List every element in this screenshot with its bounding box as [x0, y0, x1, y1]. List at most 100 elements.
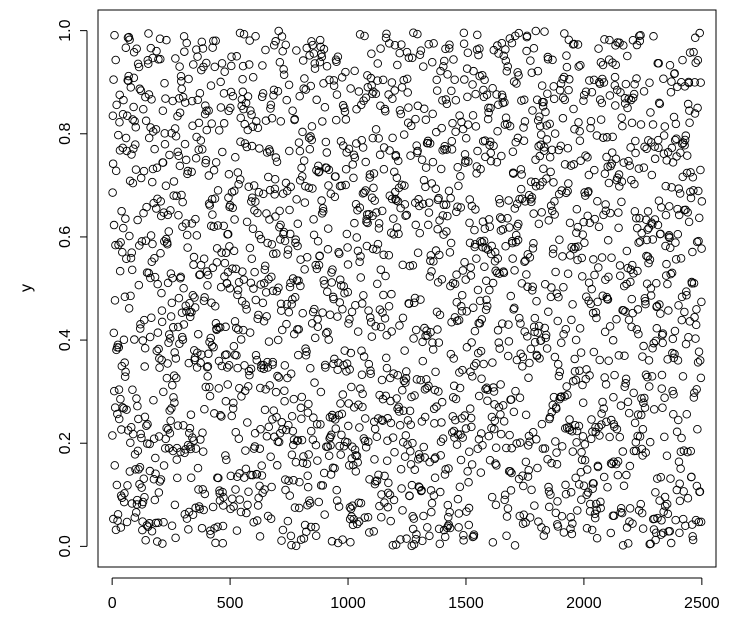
data-point — [185, 428, 194, 438]
data-point — [379, 143, 389, 152]
data-point — [682, 287, 691, 296]
data-point — [155, 34, 165, 44]
data-point — [489, 141, 498, 151]
data-point — [108, 188, 117, 197]
data-point — [526, 56, 535, 65]
data-point — [399, 376, 409, 386]
data-point — [368, 244, 378, 254]
data-point — [566, 513, 575, 522]
data-point — [488, 84, 497, 93]
data-point — [314, 260, 324, 270]
data-point — [604, 178, 614, 188]
data-point — [334, 502, 344, 511]
data-point — [375, 150, 385, 160]
data-point — [458, 433, 467, 442]
data-point — [178, 197, 187, 207]
data-point — [184, 74, 193, 84]
x-tick-label: 2000 — [566, 595, 602, 612]
data-point — [526, 344, 536, 354]
data-point — [659, 131, 669, 140]
data-point — [247, 141, 257, 151]
data-point — [564, 179, 573, 188]
data-point — [457, 414, 466, 423]
data-point — [632, 213, 641, 223]
data-point — [547, 145, 557, 155]
data-point — [351, 467, 361, 476]
data-point — [265, 185, 275, 195]
data-point — [438, 145, 447, 155]
data-point — [602, 133, 612, 142]
data-point — [285, 146, 294, 156]
data-point — [636, 410, 646, 420]
data-point — [480, 262, 489, 272]
data-point — [617, 508, 627, 518]
data-point — [199, 505, 208, 515]
data-point — [408, 438, 417, 448]
data-point — [155, 354, 164, 363]
data-point — [306, 132, 315, 141]
data-point — [419, 175, 429, 185]
data-point — [650, 142, 659, 151]
data-point — [587, 284, 596, 294]
data-point — [531, 182, 541, 191]
data-point — [242, 217, 252, 227]
data-point — [198, 485, 207, 494]
data-point — [510, 266, 519, 275]
data-point — [419, 62, 428, 71]
data-point — [603, 236, 613, 245]
data-point — [138, 497, 148, 507]
data-point — [162, 373, 172, 383]
data-point — [628, 308, 637, 318]
data-point — [561, 490, 571, 499]
data-point — [265, 147, 275, 156]
data-point — [354, 87, 364, 96]
data-point — [419, 104, 429, 114]
data-point — [628, 260, 637, 270]
data-point — [383, 502, 393, 512]
data-point — [256, 425, 265, 434]
data-point — [301, 350, 311, 360]
data-point — [237, 392, 246, 401]
data-point — [541, 525, 551, 535]
data-point — [313, 456, 322, 465]
data-point — [120, 358, 129, 367]
data-point — [607, 148, 617, 157]
data-point — [337, 181, 346, 190]
data-point — [241, 98, 251, 108]
data-point — [255, 532, 265, 541]
data-point — [416, 295, 425, 304]
data-point — [111, 525, 121, 535]
data-point — [372, 208, 381, 217]
data-point — [676, 254, 686, 263]
data-point — [316, 481, 326, 490]
data-point — [282, 299, 292, 309]
data-point — [635, 432, 645, 441]
data-point — [308, 40, 317, 50]
data-point — [211, 158, 221, 167]
data-point — [123, 426, 133, 435]
data-point — [282, 95, 291, 105]
data-point — [528, 106, 537, 115]
data-point — [160, 444, 170, 453]
data-point — [229, 502, 238, 511]
data-point — [253, 123, 263, 133]
data-point — [629, 89, 639, 99]
data-point — [404, 299, 414, 309]
data-point — [673, 356, 683, 365]
data-point — [164, 338, 173, 347]
data-point — [137, 483, 146, 492]
data-point — [478, 440, 487, 450]
data-point — [142, 202, 151, 212]
data-point — [480, 136, 490, 145]
data-point — [221, 397, 231, 406]
data-point — [382, 330, 391, 340]
data-point — [435, 310, 445, 320]
data-point — [615, 182, 624, 191]
data-point — [248, 224, 258, 233]
data-point — [520, 197, 530, 206]
data-point — [406, 460, 416, 469]
y-tick-label: 0.2 — [57, 432, 74, 454]
data-point — [348, 442, 357, 451]
data-point — [533, 463, 542, 473]
data-point — [502, 531, 511, 540]
